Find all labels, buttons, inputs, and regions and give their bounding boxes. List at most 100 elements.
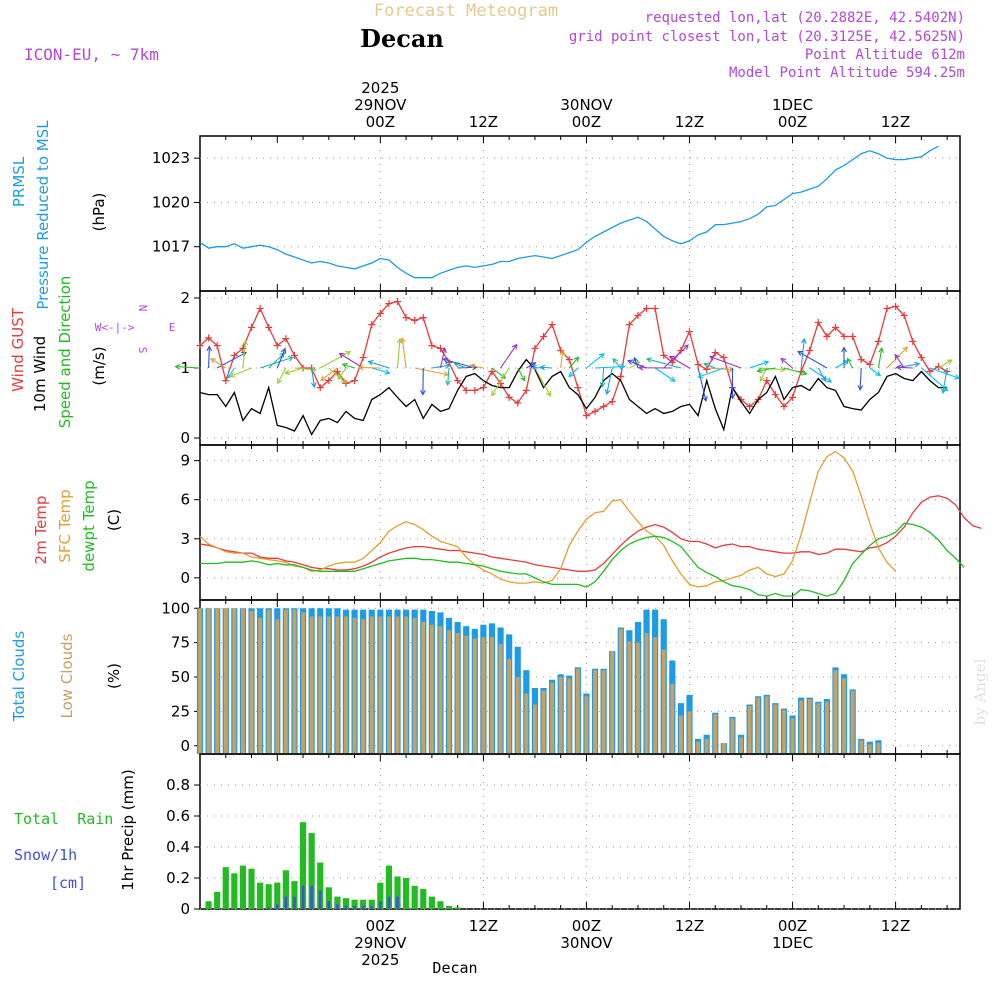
snow-bar <box>336 904 339 909</box>
gust-marker <box>488 368 496 375</box>
low-cloud-bar-base <box>653 745 658 754</box>
compass-west: W <box>95 321 102 334</box>
ytick-label: 0.4 <box>166 838 190 856</box>
low-cloud-bar <box>318 616 323 746</box>
low-cloud-bar-base <box>678 745 683 754</box>
wind-direction-arrow <box>797 350 828 369</box>
wind-arrowhead <box>857 385 864 391</box>
ytick-label: 1 <box>180 359 190 377</box>
wind-arrowhead <box>384 369 391 375</box>
low-cloud-bar-base <box>618 745 623 754</box>
gust-marker <box>248 323 256 331</box>
low-cloud-bar <box>215 608 220 746</box>
wind-arrowhead <box>367 359 374 366</box>
gust-marker <box>926 368 934 375</box>
wind-arrowhead <box>511 343 518 350</box>
low-cloud-bar-base <box>352 745 357 754</box>
snow-bar <box>327 901 331 909</box>
rain-bar <box>334 896 341 909</box>
wind-arrowhead <box>445 380 451 387</box>
gust-marker <box>814 319 822 326</box>
snow-bar <box>284 896 288 909</box>
gust-marker <box>514 399 522 407</box>
wind-arrowhead <box>902 346 908 353</box>
low-cloud-bar-base <box>507 745 512 754</box>
ytick-label: 3 <box>180 530 190 548</box>
wind-arrowhead <box>340 377 347 384</box>
rain-bar <box>325 887 332 909</box>
low-cloud-bar-base <box>524 745 529 754</box>
ytick-label: 0 <box>180 900 190 918</box>
wind-arrowhead <box>702 395 708 402</box>
low-cloud-bar <box>447 630 451 746</box>
rain-bar <box>299 822 307 909</box>
low-cloud-bar-base <box>799 745 804 754</box>
compass-rose: W <-|-> E N S <box>95 305 176 354</box>
wind-arrowhead <box>703 362 710 368</box>
series-prmsl <box>199 145 939 279</box>
low-cloud-bar-base <box>764 745 769 754</box>
gust-marker <box>600 403 608 410</box>
gust-marker <box>505 393 513 401</box>
low-cloud-bar <box>292 609 297 746</box>
low-cloud-bar-base <box>575 745 580 754</box>
compass-south: S <box>136 347 149 354</box>
wind-direction-arrow <box>517 367 526 381</box>
wind-direction-arrow <box>586 353 605 369</box>
gust-marker <box>368 321 376 329</box>
total-cloud-bar <box>866 741 873 746</box>
wind-direction-arrow <box>938 359 953 369</box>
gust-marker <box>428 342 436 350</box>
gust-marker <box>789 393 797 401</box>
rain-bar <box>342 898 350 909</box>
snow-bar <box>276 904 279 909</box>
low-cloud-bar <box>352 617 357 746</box>
wind-arrowhead <box>801 370 808 376</box>
wind-direction-arrow <box>328 367 346 384</box>
wind-arrowhead <box>946 359 953 365</box>
gust-marker <box>205 334 213 342</box>
wind-arrowhead <box>709 355 716 361</box>
bottom-axis-label: 12Z <box>881 917 910 935</box>
wind-arrowhead <box>954 374 961 380</box>
wind-arrowhead <box>345 351 352 357</box>
gust-marker <box>531 344 539 352</box>
wind-direction-arrow <box>443 358 475 369</box>
wind-direction-arrow <box>749 361 769 369</box>
gust-marker <box>282 335 290 343</box>
rain-bar <box>239 865 247 909</box>
wind-direction-arrow <box>371 367 390 374</box>
rain-bar <box>265 884 272 909</box>
low-cloud-bar-base <box>481 745 486 754</box>
wind-direction-arrow <box>358 366 381 369</box>
low-cloud-bar <box>687 711 692 746</box>
location-name: Decan <box>360 24 444 53</box>
bottom-axis-label: 00Z <box>778 917 807 935</box>
gust-marker <box>376 309 384 317</box>
low-cloud-bar-base <box>404 745 409 754</box>
top-axis-label: 00Z <box>366 113 395 131</box>
low-cloud-bar <box>816 703 821 746</box>
wind-direction-arrow <box>276 348 286 369</box>
wind-arrowhead <box>338 352 345 359</box>
low-cloud-bar <box>575 668 580 746</box>
wind-arrowhead <box>669 376 676 382</box>
gust-marker <box>892 302 900 310</box>
point-altitude: Point Altitude 612m <box>805 47 965 63</box>
gust-marker <box>196 342 204 350</box>
wind-direction-arrow <box>401 338 407 369</box>
low-cloud-bar <box>550 682 555 746</box>
gust-marker <box>617 372 625 380</box>
low-cloud-bar <box>472 638 477 746</box>
gust-marker <box>694 361 702 368</box>
top-axis-label: 12Z <box>881 113 910 131</box>
wind-arrowhead <box>683 344 689 351</box>
wind-arrowhead <box>599 381 606 388</box>
rain-bar <box>317 862 324 909</box>
low-cloud-bar <box>601 670 606 746</box>
low-cloud-bar-base <box>438 745 443 754</box>
low-cloud-bar <box>455 633 460 746</box>
low-cloud-bar-base <box>258 745 263 754</box>
wind-arrowhead <box>545 390 551 397</box>
